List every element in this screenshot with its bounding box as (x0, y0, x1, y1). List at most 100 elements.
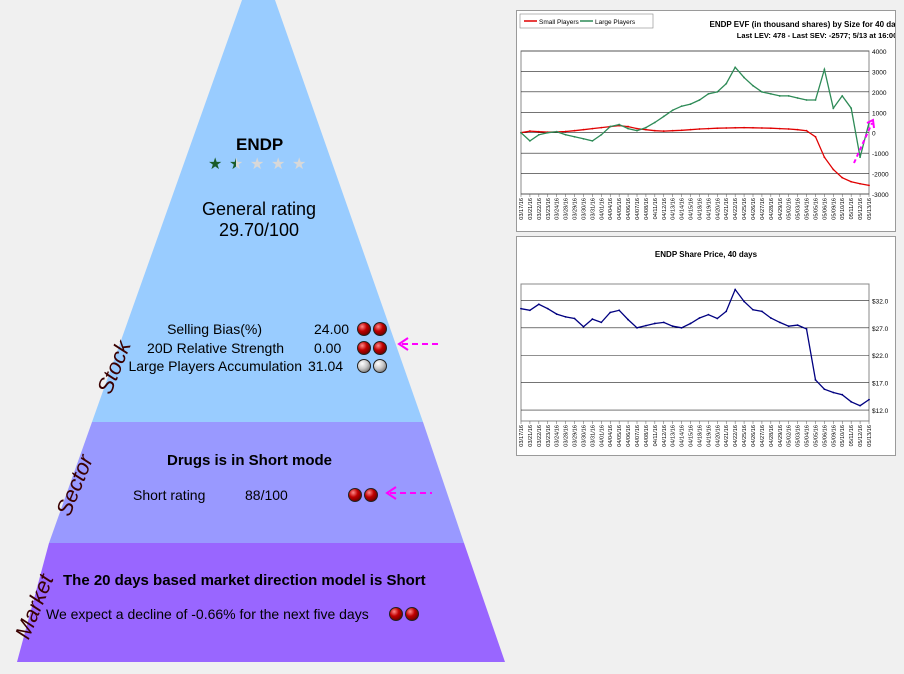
data-point (555, 313, 558, 316)
data-point (529, 130, 531, 132)
metric-indicator (355, 320, 387, 338)
y-tick-label: 0 (872, 131, 876, 138)
metric-label: Large Players Accumulation (128, 358, 302, 374)
x-tick-label: 04/04/16 (608, 425, 614, 447)
data-point (636, 127, 638, 130)
data-point (743, 126, 745, 129)
red-ball-icon (373, 340, 387, 355)
data-point (546, 131, 549, 134)
y-tick-label: -3000 (872, 192, 889, 199)
price-chart: ENDP Share Price, 40 days $32.0 $27.0 $22.0… (519, 250, 889, 447)
x-tick-label: 04/29/16 (778, 198, 784, 220)
y-tick-label: 1000 (872, 110, 887, 117)
data-point (823, 68, 826, 71)
data-point (698, 99, 701, 101)
data-point (671, 129, 674, 132)
data-point (707, 127, 710, 130)
evf-chart: ENDP EVF (in thousand shares) by Size fo… (519, 13, 904, 220)
x-tick-label: 04/26/16 (751, 198, 757, 220)
price-chart-box: ENDP Share Price, 40 days $32.0 $27.0 $22.0… (516, 236, 896, 456)
x-tick-label: 04/11/16 (653, 198, 659, 219)
x-tick-label: 03/23/16 (546, 425, 552, 447)
y-tick-label: $12.0 (872, 408, 889, 415)
x-tick-label: 04/05/16 (617, 198, 623, 220)
red-ball-icon (405, 606, 419, 621)
sector-headline: Drugs is in Short mode (167, 452, 333, 469)
data-point (725, 127, 728, 129)
data-point (769, 317, 772, 319)
x-tick-label: 05/06/16 (822, 198, 828, 220)
data-point (680, 129, 683, 132)
data-point (734, 66, 737, 69)
data-point (752, 84, 754, 87)
x-tick-label: 04/22/16 (733, 198, 739, 220)
data-point (520, 131, 522, 134)
data-point (778, 127, 781, 130)
general-rating-value: 29.70/100 (218, 220, 300, 240)
x-tick-label: 04/18/16 (697, 198, 703, 220)
general-rating-label: General rating (201, 199, 317, 219)
x-tick-label: 04/19/16 (706, 198, 712, 220)
data-point (743, 76, 745, 79)
x-tick-label: 03/21/16 (528, 198, 534, 220)
x-tick-label: 04/21/16 (724, 198, 730, 220)
x-tick-label: 04/08/16 (644, 425, 650, 447)
x-tick-label: 04/28/16 (769, 198, 775, 220)
data-point (564, 133, 567, 136)
x-tick-label: 04/08/16 (644, 198, 650, 220)
data-point (707, 93, 710, 95)
data-point (814, 99, 817, 101)
data-point (600, 321, 603, 324)
data-point (645, 128, 647, 131)
data-point (573, 129, 576, 132)
data-point (698, 317, 701, 319)
data-point (832, 391, 835, 394)
data-point (814, 135, 817, 138)
x-tick-label: 03/22/16 (537, 198, 543, 220)
x-tick-label: 04/18/16 (697, 425, 703, 447)
data-point (725, 310, 728, 313)
data-point (859, 182, 861, 185)
x-tick-label: 05/02/16 (787, 425, 793, 447)
data-point (680, 105, 683, 108)
data-point (689, 128, 692, 131)
data-point (573, 317, 576, 320)
series-line (520, 66, 870, 158)
data-point (778, 321, 781, 324)
chart-title: ENDP EVF (in thousand shares) by Size fo… (709, 20, 895, 29)
data-point (653, 121, 656, 124)
x-tick-label: 04/07/16 (635, 425, 641, 447)
data-point (636, 129, 638, 132)
data-point (778, 95, 781, 97)
x-tick-label: 04/13/16 (671, 198, 677, 220)
data-point (850, 180, 853, 183)
x-tick-label: 05/05/16 (813, 425, 819, 447)
data-point (564, 130, 567, 133)
x-tick-label: 04/01/16 (599, 425, 605, 447)
data-point (609, 125, 612, 128)
data-point (805, 99, 808, 101)
y-tick-label: 3000 (872, 69, 887, 76)
x-tick-label: 04/07/16 (635, 198, 641, 220)
x-tick-label: 05/03/16 (796, 425, 802, 447)
y-tick-label: $17.0 (872, 381, 889, 388)
metric-label: 20D Relative Strength (147, 340, 284, 356)
x-tick-label: 04/25/16 (742, 425, 748, 447)
data-point (859, 156, 861, 159)
x-tick-label: 05/04/16 (805, 198, 811, 220)
data-point (859, 404, 861, 407)
x-tick-label: 04/15/16 (689, 425, 695, 447)
x-tick-label: 04/04/16 (608, 198, 614, 220)
data-point (787, 128, 790, 130)
y-tick-label: -2000 (872, 172, 889, 179)
x-tick-label: 03/17/16 (519, 198, 525, 220)
legend-label: Large Players (595, 19, 636, 26)
filled-star-icon: ★ (208, 154, 223, 173)
data-point (529, 139, 531, 142)
metric-value: 24.00 (314, 321, 350, 337)
stock-band (92, 0, 423, 422)
data-point (752, 126, 754, 129)
market-band (17, 543, 505, 662)
x-tick-label: 04/27/16 (760, 198, 766, 220)
legend-label: Small Players (539, 19, 579, 26)
